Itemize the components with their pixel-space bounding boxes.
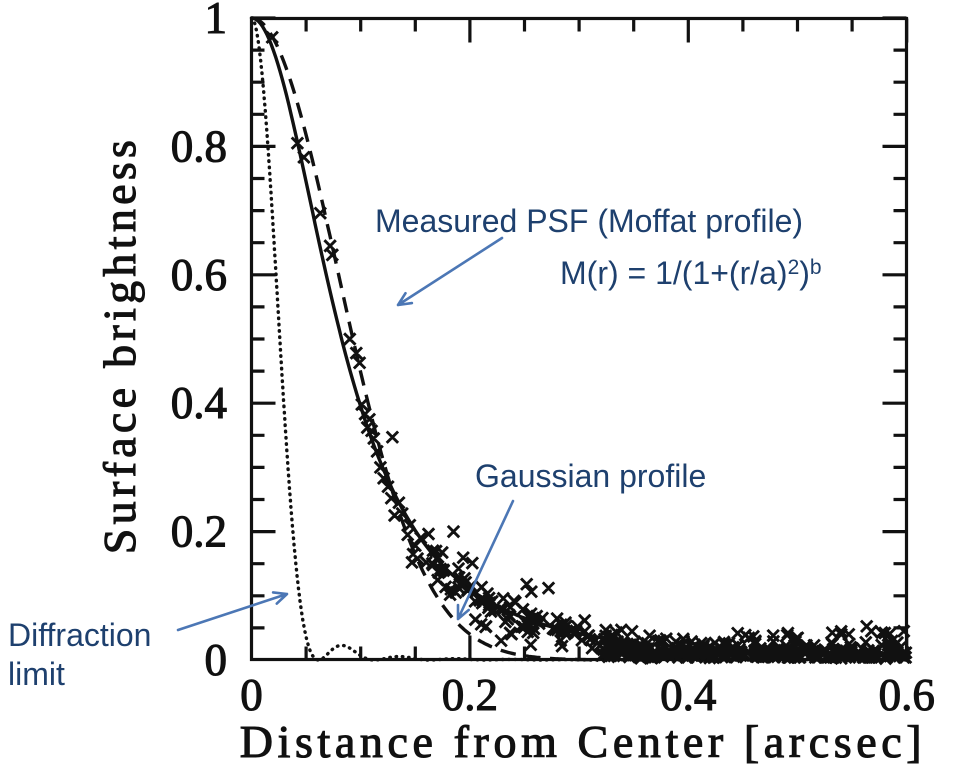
svg-text:0: 0 — [240, 670, 263, 720]
svg-text:Distance from Center [arcsec]: Distance from Center [arcsec] — [240, 716, 926, 767]
svg-text:0.2: 0.2 — [442, 670, 498, 720]
svg-text:Gaussian profile: Gaussian profile — [475, 458, 706, 494]
svg-text:Diffraction: Diffraction — [8, 617, 151, 653]
svg-text:Measured PSF (Moffat profile): Measured PSF (Moffat profile) — [375, 203, 803, 239]
svg-text:0.4: 0.4 — [171, 378, 227, 428]
svg-text:0.4: 0.4 — [660, 670, 716, 720]
svg-text:limit: limit — [8, 656, 65, 692]
svg-text:1: 1 — [205, 0, 228, 43]
svg-text:0.2: 0.2 — [171, 507, 227, 557]
svg-text:Surface brightness: Surface brightness — [94, 136, 145, 554]
svg-text:0.6: 0.6 — [171, 250, 227, 300]
svg-text:0: 0 — [205, 635, 228, 685]
svg-text:0.6: 0.6 — [879, 670, 935, 720]
svg-text:M(r) = 1/(1+(r/a)2)b: M(r) = 1/(1+(r/a)2)b — [560, 255, 822, 291]
svg-text:0.8: 0.8 — [171, 121, 227, 171]
